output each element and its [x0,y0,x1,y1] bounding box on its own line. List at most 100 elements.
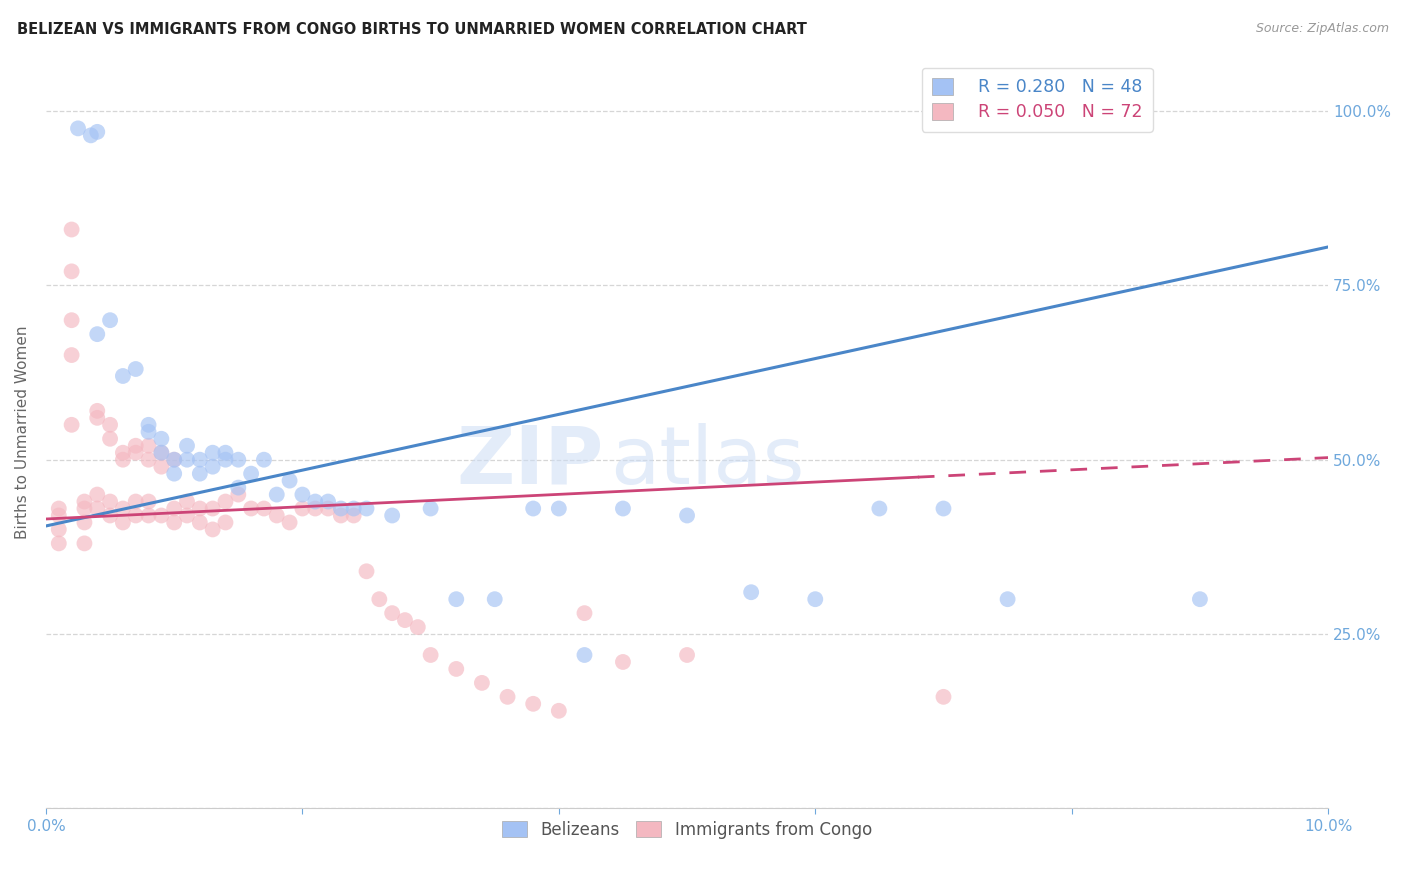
Point [73,501,96,516]
Point [188,467,211,481]
Point [547,704,569,718]
Point [188,501,211,516]
Point [226,481,249,495]
Point [60,348,83,362]
Point [201,523,224,537]
Point [291,501,314,516]
Point [111,501,134,516]
Point [73,494,96,508]
Point [253,452,276,467]
Point [394,613,416,627]
Point [329,501,352,516]
Point [329,508,352,523]
Text: ZIP: ZIP [457,423,603,501]
Point [176,508,198,523]
Point [997,592,1019,607]
Point [266,508,288,523]
Point [291,487,314,501]
Point [932,501,955,516]
Point [419,648,441,662]
Point [163,516,186,530]
Point [150,459,173,474]
Point [188,516,211,530]
Point [496,690,519,704]
Point [522,501,544,516]
Point [138,417,160,432]
Point [304,494,326,508]
Point [48,508,70,523]
Point [60,417,83,432]
Point [73,516,96,530]
Point [86,327,108,342]
Point [574,606,596,620]
Point [86,404,108,418]
Point [356,501,378,516]
Point [150,432,173,446]
Point [176,494,198,508]
Point [111,452,134,467]
Point [1188,592,1211,607]
Point [138,425,160,439]
Point [125,508,148,523]
Point [522,697,544,711]
Point [471,676,494,690]
Point [381,508,404,523]
Point [163,467,186,481]
Point [48,501,70,516]
Point [676,648,699,662]
Point [125,494,148,508]
Point [368,592,391,607]
Legend: Belizeans, Immigrants from Congo: Belizeans, Immigrants from Congo [495,814,879,846]
Point [176,452,198,467]
Point [214,494,236,508]
Point [316,501,339,516]
Point [804,592,827,607]
Point [48,523,70,537]
Point [356,564,378,578]
Point [60,313,83,327]
Point [201,459,224,474]
Point [163,452,186,467]
Point [48,536,70,550]
Point [176,439,198,453]
Point [111,369,134,384]
Point [612,501,634,516]
Text: atlas: atlas [610,423,804,501]
Point [226,487,249,501]
Point [201,501,224,516]
Point [73,536,96,550]
Point [138,452,160,467]
Point [484,592,506,607]
Point [446,592,468,607]
Point [278,474,301,488]
Point [138,508,160,523]
Point [125,439,148,453]
Point [214,452,236,467]
Point [98,508,121,523]
Point [612,655,634,669]
Point [201,446,224,460]
Point [150,508,173,523]
Point [111,516,134,530]
Point [406,620,429,634]
Point [98,417,121,432]
Point [188,452,211,467]
Point [446,662,468,676]
Point [574,648,596,662]
Point [343,508,366,523]
Point [214,516,236,530]
Point [253,501,276,516]
Point [316,494,339,508]
Point [240,467,263,481]
Point [138,494,160,508]
Point [86,487,108,501]
Point [868,501,890,516]
Point [86,501,108,516]
Point [111,446,134,460]
Point [278,516,301,530]
Point [304,501,326,516]
Point [125,362,148,376]
Point [214,446,236,460]
Point [547,501,569,516]
Point [150,446,173,460]
